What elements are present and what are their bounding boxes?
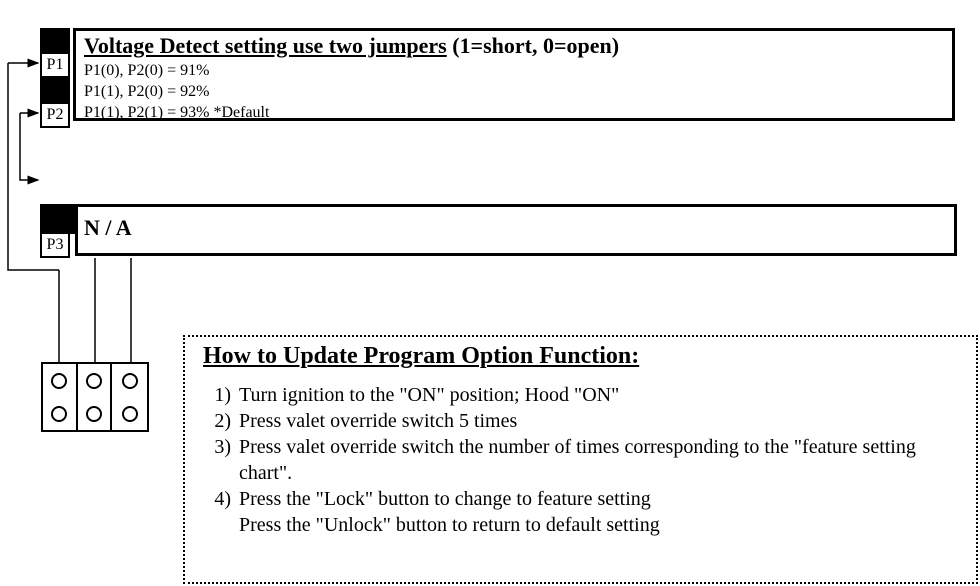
jumper-p2-black	[42, 80, 68, 104]
jumper-p1: P1	[40, 28, 70, 78]
step-number: 3)	[203, 434, 239, 486]
step-number: 2)	[203, 408, 239, 434]
step-text: Press valet override switch the number o…	[239, 434, 958, 486]
jumper-p3-black	[40, 204, 76, 234]
step-text: Press the "Lock" button to change to fea…	[239, 486, 958, 512]
pin-cell	[43, 397, 78, 430]
step-text: Press valet override switch 5 times	[239, 408, 958, 434]
instructions-box: How to Update Program Option Function: 1…	[183, 335, 978, 584]
pin-cell	[78, 397, 113, 430]
step-number	[203, 512, 239, 538]
pin-circle	[86, 373, 102, 389]
pin-circle	[122, 373, 138, 389]
voltage-detect-title-underline: Voltage Detect setting use two jumpers	[84, 33, 447, 58]
voltage-detect-line-0: P1(0), P2(0) = 91%	[84, 61, 944, 80]
pin-circle	[51, 406, 67, 422]
pin-circle	[86, 406, 102, 422]
jumper-p1-label: P1	[42, 54, 68, 76]
voltage-detect-title-suffix: (1=short, 0=open)	[447, 33, 619, 58]
step-row: 2) Press valet override switch 5 times	[203, 408, 958, 434]
step-row: 4) Press the "Lock" button to change to …	[203, 486, 958, 512]
jumper-p3-label: P3	[42, 234, 68, 256]
jumper-p1-black	[42, 30, 68, 54]
step-row: 1) Turn ignition to the "ON" position; H…	[203, 382, 958, 408]
step-row: 3) Press valet override switch the numbe…	[203, 434, 958, 486]
pin-cell	[78, 364, 113, 397]
voltage-detect-line-2: P1(1), P2(1) = 93% *Default	[84, 103, 944, 122]
jumper-p2: P2	[40, 78, 70, 128]
na-label: N / A	[84, 215, 132, 241]
voltage-detect-title: Voltage Detect setting use two jumpers (…	[84, 33, 944, 59]
jumper-p2-label: P2	[42, 104, 68, 126]
voltage-detect-box: Voltage Detect setting use two jumpers (…	[73, 28, 955, 121]
pin-circle	[122, 406, 138, 422]
step-row: Press the "Unlock" button to return to d…	[203, 512, 958, 538]
jumper-p3: P3	[40, 232, 70, 258]
pin-cell	[112, 397, 147, 430]
instructions-steps: 1) Turn ignition to the "ON" position; H…	[203, 382, 958, 538]
step-number: 4)	[203, 486, 239, 512]
na-box: N / A	[75, 204, 957, 256]
voltage-detect-line-1: P1(1), P2(0) = 92%	[84, 82, 944, 101]
step-text: Press the "Unlock" button to return to d…	[239, 512, 958, 538]
pin-cell	[112, 364, 147, 397]
pin-circle	[51, 373, 67, 389]
instructions-title: How to Update Program Option Function:	[203, 343, 958, 370]
step-number: 1)	[203, 382, 239, 408]
pin-cell	[43, 364, 78, 397]
step-text: Turn ignition to the "ON" position; Hood…	[239, 382, 958, 408]
pin-connector	[41, 362, 149, 432]
